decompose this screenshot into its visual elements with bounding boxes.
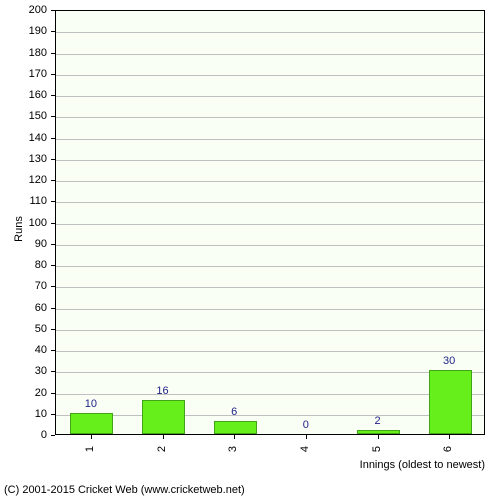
gridline [56,32,484,33]
gridline [56,245,484,246]
xtick-label: 2 [156,446,168,452]
ytick-mark [51,286,55,287]
gridline [56,330,484,331]
ytick-mark [51,74,55,75]
xtick-label: 6 [442,446,454,452]
ytick-label: 130 [0,153,47,165]
ytick-mark [51,31,55,32]
bar [214,421,257,434]
ytick-label: 60 [0,302,47,314]
ytick-mark [51,435,55,436]
ytick-mark [51,223,55,224]
xtick-mark [378,435,379,439]
ytick-mark [51,308,55,309]
ytick-mark [51,414,55,415]
gridline [56,96,484,97]
gridline [56,351,484,352]
ytick-label: 40 [0,344,47,356]
bar [429,370,472,434]
ytick-label: 70 [0,280,47,292]
xtick-label: 4 [299,446,311,452]
xtick-mark [449,435,450,439]
bar [357,430,400,434]
ytick-mark [51,329,55,330]
ytick-mark [51,265,55,266]
gridline [56,224,484,225]
xtick-mark [234,435,235,439]
xtick-mark [306,435,307,439]
gridline [56,54,484,55]
bar-value-label: 30 [443,355,455,367]
bar-value-label: 10 [85,398,97,410]
ytick-label: 120 [0,174,47,186]
ytick-label: 140 [0,132,47,144]
ytick-label: 30 [0,365,47,377]
ytick-label: 170 [0,68,47,80]
ytick-mark [51,393,55,394]
plot-area [55,10,485,435]
ytick-mark [51,10,55,11]
ytick-label: 50 [0,323,47,335]
gridline [56,202,484,203]
gridline [56,139,484,140]
ytick-label: 200 [0,4,47,16]
bar-value-label: 16 [156,385,168,397]
ytick-label: 100 [0,217,47,229]
ytick-label: 0 [0,429,47,441]
copyright-text: (C) 2001-2015 Cricket Web (www.cricketwe… [4,484,245,496]
xtick-mark [91,435,92,439]
gridline [56,372,484,373]
ytick-label: 190 [0,25,47,37]
ytick-mark [51,350,55,351]
gridline [56,75,484,76]
ytick-mark [51,371,55,372]
ytick-label: 150 [0,110,47,122]
gridline [56,266,484,267]
ytick-label: 20 [0,387,47,399]
xtick-label: 5 [371,446,383,452]
gridline [56,309,484,310]
x-axis-label: Innings (oldest to newest) [360,459,485,471]
ytick-mark [51,244,55,245]
ytick-label: 180 [0,47,47,59]
bar-value-label: 6 [231,406,237,418]
ytick-mark [51,159,55,160]
bar [70,413,113,434]
gridline [56,181,484,182]
gridline [56,117,484,118]
gridline [56,160,484,161]
ytick-mark [51,180,55,181]
xtick-label: 3 [227,446,239,452]
ytick-label: 80 [0,259,47,271]
ytick-label: 160 [0,89,47,101]
xtick-label: 1 [84,446,96,452]
ytick-mark [51,53,55,54]
ytick-mark [51,201,55,202]
bar-value-label: 2 [374,415,380,427]
gridline [56,287,484,288]
ytick-label: 110 [0,195,47,207]
ytick-mark [51,116,55,117]
bar [142,400,185,434]
bar-value-label: 0 [303,419,309,431]
xtick-mark [163,435,164,439]
ytick-mark [51,138,55,139]
gridline [56,415,484,416]
ytick-label: 90 [0,238,47,250]
ytick-mark [51,95,55,96]
chart-container: Runs Innings (oldest to newest) (C) 2001… [0,0,500,500]
ytick-label: 10 [0,408,47,420]
gridline [56,394,484,395]
